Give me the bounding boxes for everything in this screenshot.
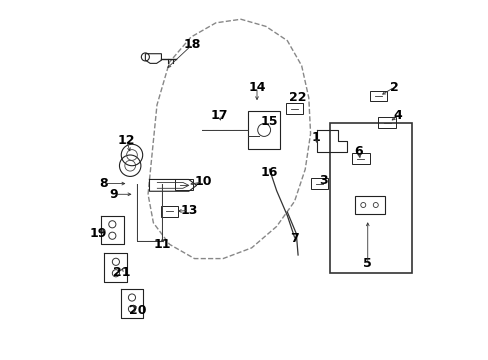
Bar — [378, 117, 395, 128]
Text: 2: 2 — [389, 81, 398, 94]
Text: 13: 13 — [180, 204, 198, 217]
Text: 21: 21 — [112, 266, 130, 279]
Text: 14: 14 — [248, 81, 265, 94]
Text: 18: 18 — [183, 38, 201, 51]
Bar — [160, 206, 178, 217]
Bar — [351, 153, 369, 164]
Text: 4: 4 — [393, 109, 402, 122]
Bar — [310, 178, 328, 189]
Bar — [175, 179, 192, 190]
Text: 15: 15 — [260, 114, 278, 127]
Bar — [369, 91, 386, 102]
Text: 7: 7 — [289, 233, 298, 246]
Bar — [247, 111, 280, 149]
Text: 10: 10 — [194, 175, 212, 188]
Bar — [285, 103, 303, 114]
Text: 9: 9 — [110, 188, 118, 201]
Text: 5: 5 — [363, 257, 371, 270]
Text: 16: 16 — [260, 166, 278, 179]
Text: 17: 17 — [210, 109, 228, 122]
Text: 22: 22 — [289, 91, 306, 104]
Text: 11: 11 — [153, 238, 171, 251]
Text: 6: 6 — [354, 145, 363, 158]
Text: 1: 1 — [311, 131, 320, 144]
Bar — [354, 196, 384, 214]
Bar — [329, 123, 411, 273]
Text: 20: 20 — [128, 304, 146, 317]
Text: 12: 12 — [118, 134, 135, 147]
Text: 19: 19 — [89, 227, 106, 240]
Text: 3: 3 — [318, 174, 327, 186]
Text: 8: 8 — [99, 177, 107, 190]
